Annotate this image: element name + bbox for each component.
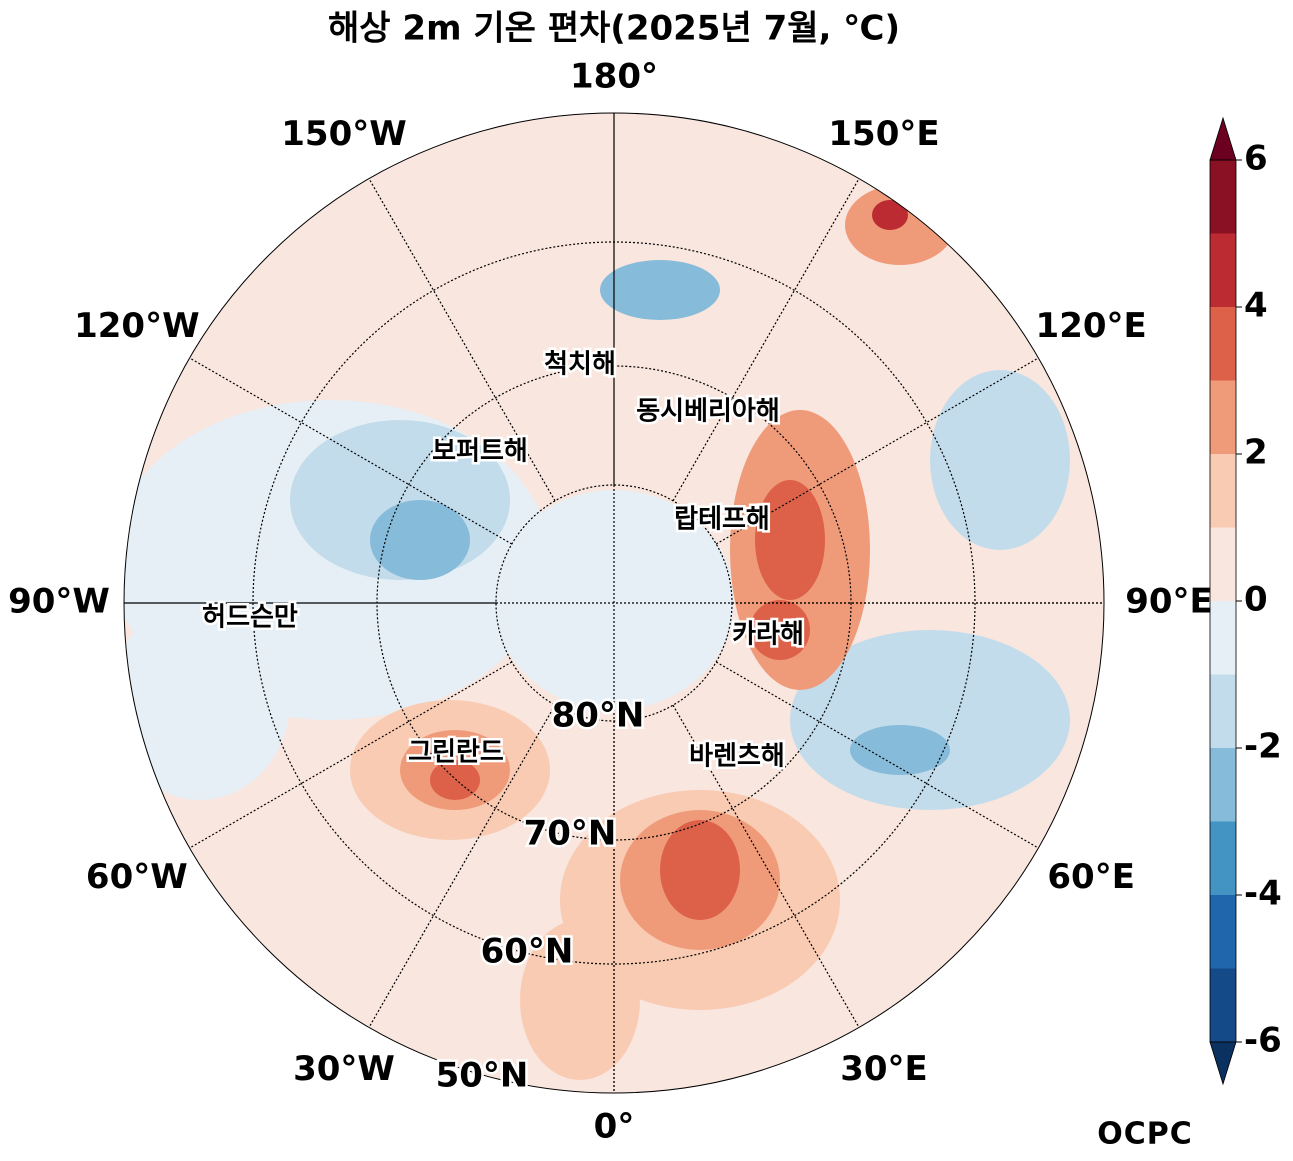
meridian xyxy=(189,357,513,545)
longitude-label: 30°W xyxy=(293,1049,395,1089)
colorbar-tick-label: 6 xyxy=(1244,139,1268,179)
region-label: 동시베리아해 xyxy=(636,397,780,427)
longitude-label: 150°W xyxy=(281,114,406,154)
colorbar-segment xyxy=(1210,160,1236,234)
colorbar-segment xyxy=(1210,454,1236,528)
map-title: 해상 2m 기온 편차(2025년 7월, ℃) xyxy=(328,9,900,49)
meridian xyxy=(189,661,513,849)
colorbar-segment xyxy=(1210,674,1236,748)
longitude-label: 180° xyxy=(570,57,658,97)
longitude-label: 90°W xyxy=(8,582,110,622)
latitude-label: 70°N xyxy=(524,814,617,854)
meridian xyxy=(715,357,1039,545)
latitude-label: 50°N xyxy=(436,1056,529,1096)
region-label: 바렌츠해 xyxy=(689,742,785,772)
colorbar-tick-label: 0 xyxy=(1244,580,1268,620)
longitude-label: 30°E xyxy=(840,1049,928,1089)
colorbar-segment xyxy=(1210,968,1236,1042)
meridian xyxy=(672,704,860,1028)
graticule xyxy=(124,113,1104,1093)
region-label: 허드슨만 xyxy=(202,603,298,633)
colorbar-tick-label: -6 xyxy=(1244,1021,1282,1061)
anomaly-field xyxy=(124,113,1104,1093)
map-boundary xyxy=(123,112,1105,1094)
longitude-label: 120°E xyxy=(1036,306,1147,346)
colorbar-segment xyxy=(1210,601,1236,675)
colorbar-segment xyxy=(1210,527,1236,601)
region-label: 척치해 xyxy=(544,350,616,380)
colorbar-segment xyxy=(1210,307,1236,381)
colorbar-tick-label: -4 xyxy=(1244,874,1282,914)
latitude-label: 60°N xyxy=(481,932,574,972)
longitude-label: 60°W xyxy=(86,857,188,897)
colorbar-segment xyxy=(1210,748,1236,822)
logo: OCPC xyxy=(1097,1117,1193,1152)
longitude-label: 90°E xyxy=(1125,582,1213,622)
colorbar-segment xyxy=(1210,233,1236,307)
colorbar-tick-label: -2 xyxy=(1244,727,1282,767)
colorbar-segment xyxy=(1210,821,1236,895)
colorbar-extend-low xyxy=(1209,1041,1237,1086)
region-label: 카라해 xyxy=(732,620,804,650)
meridian xyxy=(368,704,556,1028)
longitude-label: 120°W xyxy=(74,306,199,346)
colorbar: -6 -4 -2 0 2 4 6 xyxy=(1209,116,1282,1086)
colorbar-tick-label: 4 xyxy=(1244,286,1268,326)
meridian xyxy=(368,178,556,502)
colorbar-extend-high xyxy=(1209,116,1237,161)
longitude-label: 0° xyxy=(594,1107,635,1147)
colorbar-segment xyxy=(1210,380,1236,454)
region-label: 랍테프해 xyxy=(674,505,770,535)
latitude-label: 80°N xyxy=(552,696,645,736)
longitude-label: 150°E xyxy=(828,114,939,154)
longitude-label: 60°E xyxy=(1047,857,1135,897)
colorbar-tick-label: 2 xyxy=(1244,433,1268,473)
meridian xyxy=(672,178,860,502)
region-label: 그린란드 xyxy=(408,738,504,768)
region-label: 보퍼트해 xyxy=(432,437,528,467)
colorbar-segment xyxy=(1210,895,1236,969)
meridian xyxy=(715,661,1039,849)
